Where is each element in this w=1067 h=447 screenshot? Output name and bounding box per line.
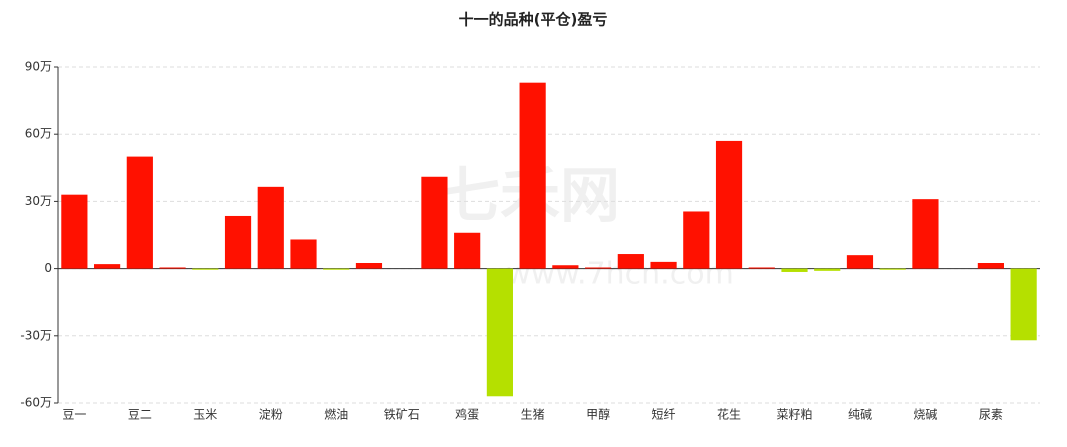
bar [585, 267, 612, 269]
bar [454, 232, 481, 269]
x-tick-label: 烧碱 [913, 408, 937, 422]
x-tick-label: 燃油 [324, 407, 348, 422]
bar [977, 263, 1004, 269]
x-tick-label: 花生 [717, 407, 741, 422]
x-tick-label: 鸡蛋 [455, 407, 479, 422]
bar [61, 194, 88, 269]
x-tick-label: 淀粉 [259, 408, 283, 422]
x-tick-label: 玉米 [193, 408, 217, 422]
bar [126, 156, 153, 269]
bar [781, 268, 808, 272]
bar [192, 268, 219, 270]
bar [257, 186, 284, 269]
bar [159, 267, 186, 269]
x-tick-label: 尿素 [979, 408, 1003, 422]
bar [879, 268, 906, 270]
y-tick-label: 90万 [25, 60, 52, 74]
bar [748, 267, 775, 269]
bar [290, 239, 317, 269]
y-tick-label: 60万 [25, 127, 52, 141]
bar [1010, 268, 1037, 341]
bar [617, 254, 644, 269]
bar [650, 261, 677, 269]
x-tick-label: 甲醇 [586, 407, 610, 422]
bar [355, 263, 383, 269]
x-tick-label: 纯碱 [848, 408, 872, 422]
bar [552, 265, 579, 269]
bar [715, 140, 743, 269]
y-tick-label: -60万 [20, 396, 52, 410]
bar [486, 268, 513, 397]
x-tick-label: 短纤 [652, 408, 676, 422]
bar [912, 199, 939, 269]
bar [683, 211, 710, 269]
y-tick-label: -30万 [20, 328, 52, 342]
bar [323, 268, 350, 270]
x-tick-label: 生猪 [521, 408, 545, 422]
x-tick-label: 铁矿石 [384, 408, 420, 422]
bar [519, 82, 546, 269]
x-tick-label: 菜籽粕 [776, 407, 812, 422]
bar [224, 215, 252, 269]
chart-title: 十一的品种(平仓)盈亏 [459, 11, 608, 29]
y-tick-label: 30万 [25, 194, 52, 208]
bar [421, 176, 448, 269]
x-tick-label: 豆一 [62, 408, 86, 422]
bar [814, 268, 841, 271]
y-tick-label: 0 [44, 261, 52, 275]
x-tick-label: 豆二 [128, 408, 152, 422]
bar [846, 255, 874, 269]
bar [94, 264, 121, 269]
